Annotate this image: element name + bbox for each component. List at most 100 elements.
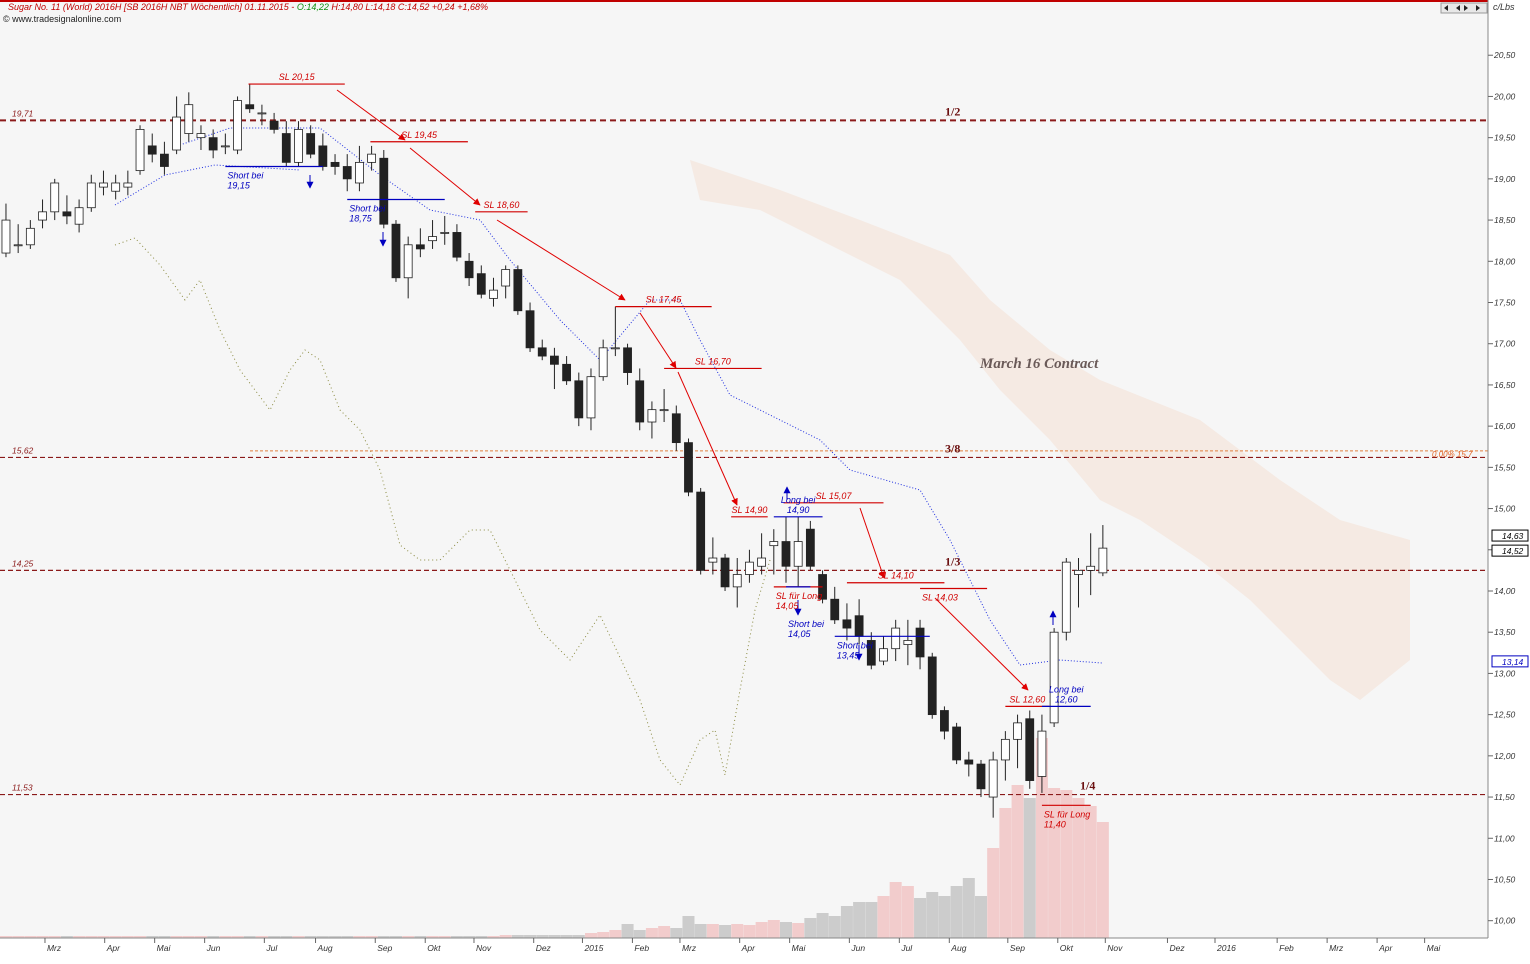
volume-bar [231,936,244,938]
orange-level-label: 0,00% 15,7 [1432,450,1473,459]
candle-body [708,557,718,563]
candle-body [623,347,632,373]
candle-body [160,153,169,167]
candle-body [610,347,620,350]
candle-body [1037,730,1047,777]
x-tick-label: 2016 [1216,943,1236,953]
button-icons [1444,5,1480,11]
volume-bar [865,902,878,938]
x-tick-label: Apr [741,943,756,953]
level-name: 1/4 [1080,779,1095,793]
candle-body [659,409,669,412]
volume-bar [109,936,122,938]
annotation-label: SL 18,60 [483,200,519,210]
candle-body [123,182,133,188]
volume-bar [24,936,37,938]
candle-body [233,100,242,151]
candle-body [501,269,511,287]
candle-body [732,574,742,588]
volume-bar [987,848,1000,938]
volume-bar [816,913,829,938]
candle-body [720,557,730,588]
candle-body [891,627,901,650]
contract-label: March 16 Contract [979,356,1099,372]
candle-body [13,244,23,247]
candle-body [842,619,852,629]
volume-bar [463,936,476,938]
annotation-label: 14,05 [776,601,800,611]
candle-body [355,161,364,184]
candle-body [172,116,182,151]
candle-body [111,182,121,192]
volume-bar [85,936,98,938]
volume-bar [60,936,73,938]
volume-bar [682,916,695,938]
candle-body [684,442,693,493]
volume-bar [292,936,305,938]
volume-bar [560,935,573,938]
annotation-label: SL 15,07 [816,491,853,501]
level-name: 3/8 [945,441,960,455]
candle-body [269,120,279,130]
volume-bar [853,902,866,938]
arrow [934,597,1029,691]
candle-body [964,759,974,765]
volume-bar [255,936,268,938]
annotation-label: Long bei [1049,684,1085,694]
y-tick-label: 15,50 [1494,462,1516,472]
x-tick-label: Sep [377,943,392,953]
volume-bar [828,916,841,938]
candle-body [196,133,206,139]
x-tick-label: Nov [1107,943,1123,953]
y-tick-label: 16,50 [1494,380,1516,390]
candle-body [1025,718,1035,781]
y-tick-label: 13,00 [1494,668,1516,678]
window-buttons [1440,2,1488,14]
candle-body [330,161,340,167]
volume-bar [511,935,524,938]
x-tick-label: Mrz [47,943,62,953]
candle-body [415,244,425,250]
arrow [859,507,886,579]
annotation-label: Short bei [788,619,825,629]
volume-bar [536,935,549,938]
candle-body [257,112,267,115]
volume-bar [999,808,1012,938]
candle-body [1013,722,1022,740]
volume-bar [158,936,171,938]
volume-bar [621,924,634,938]
volume-bar [207,936,220,938]
candle-body [562,363,572,382]
candle-body [281,133,291,163]
annotation-label: SL 19,45 [401,130,438,140]
volume-bar [962,878,975,938]
candle-body [25,227,35,246]
candle-body [489,289,498,299]
candle-body [99,182,108,188]
y-tick-label: 19,00 [1494,174,1516,184]
y-tick-label: 17,50 [1494,298,1516,308]
volume-bar [499,935,512,938]
title-part: O:14,22 [297,2,329,12]
annotation-label: SL für Long [1044,809,1090,819]
level-label: 11,53 [12,783,33,793]
candle-body [879,648,888,662]
annotation-label: 14,90 [787,505,810,515]
candle-body [1074,569,1083,575]
y-tick-label: 11,00 [1494,833,1515,843]
annotation-label: SL 16,70 [695,356,731,366]
candle-body [1,219,11,254]
volume-bar [1048,788,1061,938]
y-tick-label: 18,00 [1494,256,1516,266]
x-tick-label: Okt [427,943,441,953]
volume-bar [779,922,792,938]
annotation-label: Short bei [349,203,386,213]
candle-body [74,207,84,225]
x-tick-label: Feb [1279,943,1294,953]
title-part: H:14,80 L:14,18 C:14,52 +0,24 +1,68% [329,2,488,12]
candle-body [513,269,523,312]
candle-body [50,182,60,213]
candle-body [769,541,779,547]
volume-bar [1023,798,1036,938]
oscillator-line [114,237,771,786]
